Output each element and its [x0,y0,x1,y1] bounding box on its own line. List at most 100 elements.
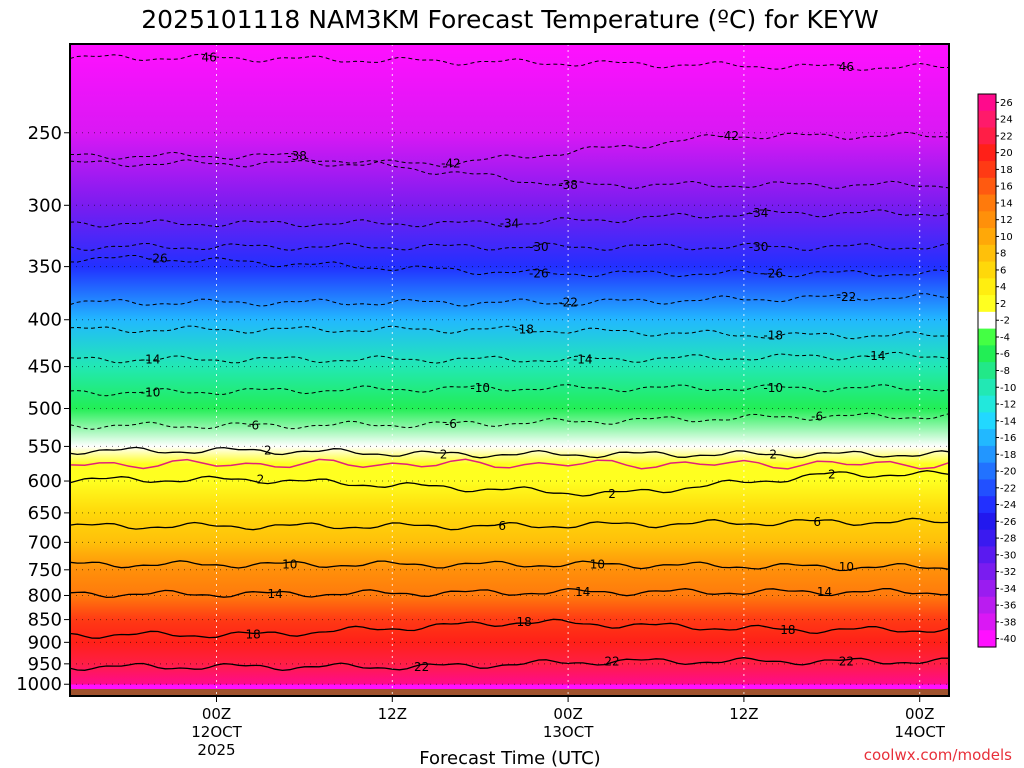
colorbar-label: 10 [1000,232,1013,243]
colorbar-swatch [978,529,996,548]
plot-frame [69,43,950,697]
colorbar-label: -10 [1000,383,1016,394]
colorbar-label: 26 [1000,98,1013,109]
colorbar-label: -18 [1000,450,1016,461]
contour-label: -26 [529,266,549,280]
y-tick-label: 700 [28,532,62,553]
colorbar: 26 24 22 20 18 16 14 12 10 8 6 4 2 -2 -4 -6 -8 -10 -12 -14 -… [977,93,1016,648]
y-tick-label: 600 [28,471,62,492]
contour-label: -26 [763,266,783,280]
colorbar-swatch [978,295,996,313]
contour-label: 10 [839,560,854,574]
colorbar-swatch [978,228,996,246]
colorbar-swatch [978,395,996,413]
contour-label: 22 [414,660,429,674]
colorbar-swatch [978,378,996,397]
colorbar-label: 22 [1000,131,1013,142]
contour-label: 46 [839,60,854,74]
colorbar-label: -22 [1000,483,1016,494]
y-tick-label: 550 [28,436,62,457]
chart-title: 2025101118 NAM3KM Forecast Temperature (… [141,5,878,34]
contour-label: -30 [529,240,549,254]
colorbar-label: 18 [1000,165,1013,176]
contour-label: 2 [828,467,836,481]
contour-label: -22 [837,290,857,304]
contour-label: 18 [780,623,795,637]
colorbar-swatch [978,144,996,162]
colorbar-swatch [978,244,996,263]
colorbar-label: -6 [1000,349,1010,360]
contour-label: -30 [749,240,769,254]
credit-text: coolwx.com/models [864,746,1012,764]
colorbar-label: 16 [1000,182,1013,193]
plot-area: 46 46 -42 -42 -38 -38 -34 -34 -30 -30 -26 -26 -26 -22… [69,43,950,697]
x-tick-date: 13OCT [543,723,594,741]
colorbar-swatch [978,194,996,212]
y-tick-label: 900 [28,632,62,653]
contour-label: -22 [558,295,578,309]
contour-line [69,242,950,251]
contour-label: -10 [141,385,161,399]
colorbar-swatch [978,512,996,531]
x-tick-label: 12Z [729,705,758,723]
contour-label: -10 [470,381,490,395]
contour-line [69,293,950,307]
contour-line [69,560,950,572]
contour-line [69,587,950,599]
colorbar-label: 4 [1000,282,1006,293]
colorbar-swatch [978,110,996,129]
colorbar-label: -14 [1000,416,1016,427]
contour-label: -14 [141,352,161,366]
y-tick-label: 250 [28,123,62,144]
y-tick-label: 400 [28,310,62,331]
freezing-level-line [69,458,950,470]
colorbar-swatch [978,429,996,447]
contour-line [69,131,950,168]
x-tick-label: 12Z [378,705,407,723]
contour-lines [69,53,950,672]
contour-label: -6 [445,417,457,431]
contour-label: 18 [245,628,260,642]
contour-label: -6 [811,409,823,423]
contour-label: -18 [763,328,783,342]
colorbar-swatch [978,563,996,581]
contour-label: 6 [813,515,821,529]
contour-label: -26 [148,252,168,266]
colorbar-label: -2 [1000,316,1010,327]
colorbar-label: -26 [1000,517,1016,528]
colorbar-label: -8 [1000,366,1010,377]
contour-line [69,517,950,531]
colorbar-swatch [978,630,996,648]
x-tick-label: 00Z [905,705,934,723]
contour-label: 14 [817,585,832,599]
y-tick-label: 1000 [16,674,62,695]
x-tick-label: 00Z [553,705,582,723]
colorbar-swatch [978,579,996,598]
x-axis-label: Forecast Time (UTC) [419,748,600,768]
contour-label: 2 [440,447,448,461]
contour-label: -14 [573,352,593,366]
y-tick-label: 650 [28,503,62,524]
colorbar-label: 14 [1000,198,1013,209]
colorbar-swatch [978,345,996,363]
colorbar-label: -34 [1000,584,1016,595]
contour-label: -38 [558,178,578,192]
x-tick-date: 14OCT [894,723,945,741]
colorbar-label: -28 [1000,534,1016,545]
colorbar-swatch [978,613,996,631]
colorbar-swatch [978,412,996,430]
contour-line [69,53,949,71]
contour-line [69,618,950,639]
colorbar-swatch [978,496,996,514]
colorbar-swatch [978,311,996,330]
y-tick-label: 750 [28,560,62,581]
grid-lines [70,44,949,696]
contour-labels: 46 46 -42 -42 -38 -38 -34 -34 -30 -30 -26 -26 -26 -22… [141,51,886,674]
colorbar-swatch [978,462,996,481]
contour-label: -6 [247,419,259,433]
colorbar-swatch [978,94,996,112]
colorbar-label: 24 [1000,115,1013,126]
contour-line [69,151,950,190]
contour-line [69,384,950,397]
